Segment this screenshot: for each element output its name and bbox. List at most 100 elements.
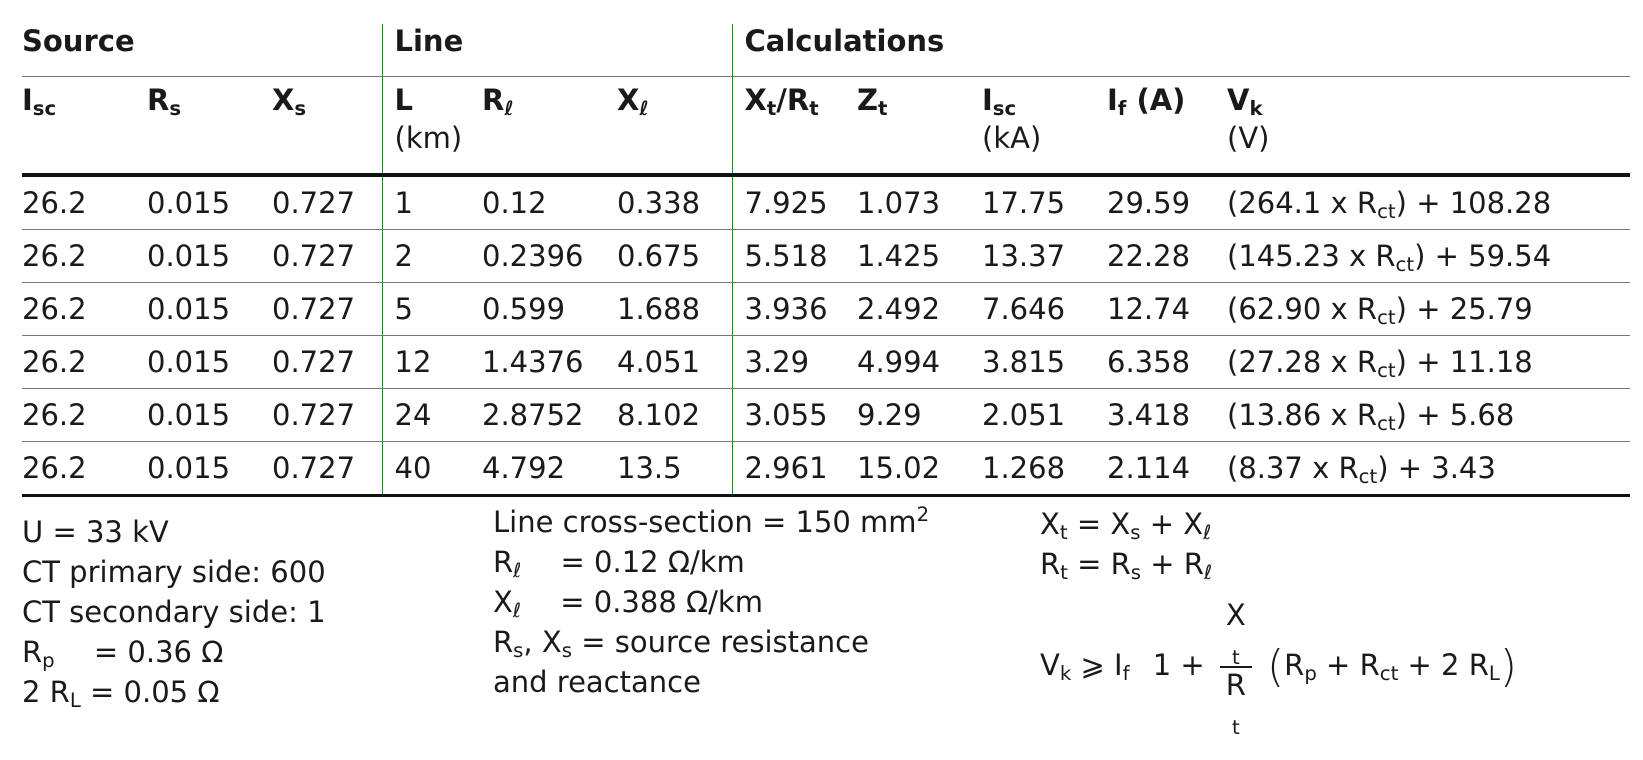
- note-cross-section: Line cross-section = 150 mm2: [493, 503, 930, 539]
- data-table: Source Line Calculations Isc Rs Xs L (km)…: [22, 24, 1630, 497]
- cell-length: 24: [381, 388, 482, 442]
- note-rp: Rp = 0.36 Ω: [22, 635, 224, 672]
- cell-xt-rt: 2.961: [731, 441, 857, 497]
- cell-xs: 0.727: [272, 175, 382, 230]
- cell-rl: 4.792: [482, 441, 617, 497]
- cell-length: 1: [381, 175, 482, 230]
- table-row: 26.2 0.015 0.727 40 4.792 13.5 2.961 15.…: [22, 441, 1630, 497]
- cell-zt: 2.492: [857, 282, 982, 336]
- cell-rl: 2.8752: [482, 388, 617, 442]
- cell-if: 6.358: [1107, 335, 1227, 389]
- col-xs: Xs: [272, 76, 382, 177]
- cell-rl: 0.12: [482, 175, 617, 230]
- group-header-row: Source Line Calculations: [22, 24, 1630, 77]
- cell-xl: 0.338: [617, 175, 732, 230]
- group-line: Line: [381, 24, 732, 77]
- cell-rs: 0.015: [147, 335, 272, 389]
- notes-middle: Line cross-section = 150 mm2 Rℓ = 0.12 Ω…: [493, 502, 929, 702]
- cell-isc-ka: 7.646: [982, 282, 1107, 336]
- cell-xs: 0.727: [272, 335, 382, 389]
- cell-xl: 1.688: [617, 282, 732, 336]
- cell-isc-ka: 2.051: [982, 388, 1107, 442]
- cell-if: 2.114: [1107, 441, 1227, 497]
- cell-rs: 0.015: [147, 175, 272, 230]
- cell-length: 5: [381, 282, 482, 336]
- col-rs: Rs: [147, 76, 272, 177]
- notes-left: U = 33 kV CT primary side: 600 CT second…: [22, 512, 326, 712]
- col-xt-rt: Xt/Rt: [731, 76, 857, 177]
- cell-xs: 0.727: [272, 229, 382, 283]
- col-vk: Vk (V): [1227, 76, 1630, 177]
- cell-rs: 0.015: [147, 282, 272, 336]
- cell-zt: 9.29: [857, 388, 982, 442]
- cell-vk: (264.1 x Rct) + 108.28: [1227, 175, 1630, 230]
- cell-xs: 0.727: [272, 441, 382, 497]
- cell-if: 29.59: [1107, 175, 1227, 230]
- cell-isc: 26.2: [22, 388, 147, 442]
- group-source: Source: [22, 24, 135, 58]
- cell-isc-ka: 3.815: [982, 335, 1107, 389]
- cell-rl: 0.2396: [482, 229, 617, 283]
- cell-vk: (13.86 x Rct) + 5.68: [1227, 388, 1630, 442]
- cell-if: 22.28: [1107, 229, 1227, 283]
- cell-rs: 0.015: [147, 388, 272, 442]
- note-voltage: U = 33 kV: [22, 515, 169, 549]
- note-ct-primary: CT primary side: 600: [22, 555, 326, 589]
- cell-length: 12: [381, 335, 482, 389]
- cell-vk: (62.90 x Rct) + 25.79: [1227, 282, 1630, 336]
- cell-xl: 8.102: [617, 388, 732, 442]
- note-xl-per-km: Xℓ = 0.388 Ω/km: [493, 585, 763, 622]
- cell-vk: (145.23 x Rct) + 59.54: [1227, 229, 1630, 283]
- cell-isc: 26.2: [22, 441, 147, 497]
- col-isc-ka: Isc (kA): [982, 76, 1107, 177]
- formula-rt: Rt = Rs + Rℓ: [1040, 547, 1213, 584]
- note-ct-secondary: CT secondary side: 1: [22, 595, 326, 629]
- cell-zt: 15.02: [857, 441, 982, 497]
- cell-xl: 0.675: [617, 229, 732, 283]
- cell-if: 3.418: [1107, 388, 1227, 442]
- cell-xl: 13.5: [617, 441, 732, 497]
- col-zt: Zt: [857, 76, 982, 177]
- cell-isc: 26.2: [22, 229, 147, 283]
- column-header-row: Isc Rs Xs L (km) Rℓ Xℓ Xt/Rt Zt Isc (kA) I…: [22, 76, 1630, 177]
- table-row: 26.2 0.015 0.727 5 0.599 1.688 3.936 2.4…: [22, 282, 1630, 336]
- col-rl: Rℓ: [482, 76, 617, 177]
- note-2rl: 2 RL = 0.05 Ω: [22, 675, 220, 712]
- cell-isc: 26.2: [22, 282, 147, 336]
- cell-if: 12.74: [1107, 282, 1227, 336]
- note-and-reactance: and reactance: [493, 665, 701, 699]
- cell-xt-rt: 3.055: [731, 388, 857, 442]
- cell-length: 40: [381, 441, 482, 497]
- cell-xs: 0.727: [272, 388, 382, 442]
- col-xl: Xℓ: [617, 76, 732, 177]
- cell-length: 2: [381, 229, 482, 283]
- note-rl-per-km: Rℓ = 0.12 Ω/km: [493, 545, 745, 582]
- cell-isc-ka: 17.75: [982, 175, 1107, 230]
- cell-xl: 4.051: [617, 335, 732, 389]
- formula-xt: Xt = Xs + Xℓ: [1040, 507, 1212, 544]
- cell-xt-rt: 7.925: [731, 175, 857, 230]
- table-row: 26.2 0.015 0.727 24 2.8752 8.102 3.055 9…: [22, 388, 1630, 442]
- cell-xt-rt: 5.518: [731, 229, 857, 283]
- col-isc: Isc: [22, 76, 147, 177]
- cell-isc: 26.2: [22, 335, 147, 389]
- table-row: 26.2 0.015 0.727 2 0.2396 0.675 5.518 1.…: [22, 229, 1630, 283]
- col-length: L (km): [381, 76, 482, 177]
- note-source-impedance: Rs, Xs = source resistance: [493, 625, 869, 662]
- table-row: 26.2 0.015 0.727 12 1.4376 4.051 3.29 4.…: [22, 335, 1630, 389]
- table-row: 26.2 0.015 0.727 1 0.12 0.338 7.925 1.07…: [22, 175, 1630, 230]
- cell-xs: 0.727: [272, 282, 382, 336]
- cell-isc-ka: 13.37: [982, 229, 1107, 283]
- group-calculations: Calculations: [731, 24, 1630, 77]
- cell-vk: (8.37 x Rct) + 3.43: [1227, 441, 1630, 497]
- cell-zt: 1.425: [857, 229, 982, 283]
- cell-xt-rt: 3.29: [731, 335, 857, 389]
- cell-zt: 1.073: [857, 175, 982, 230]
- cell-vk: (27.28 x Rct) + 11.18: [1227, 335, 1630, 389]
- cell-isc-ka: 1.268: [982, 441, 1107, 497]
- cell-rs: 0.015: [147, 229, 272, 283]
- cell-isc: 26.2: [22, 175, 147, 230]
- cell-rs: 0.015: [147, 441, 272, 497]
